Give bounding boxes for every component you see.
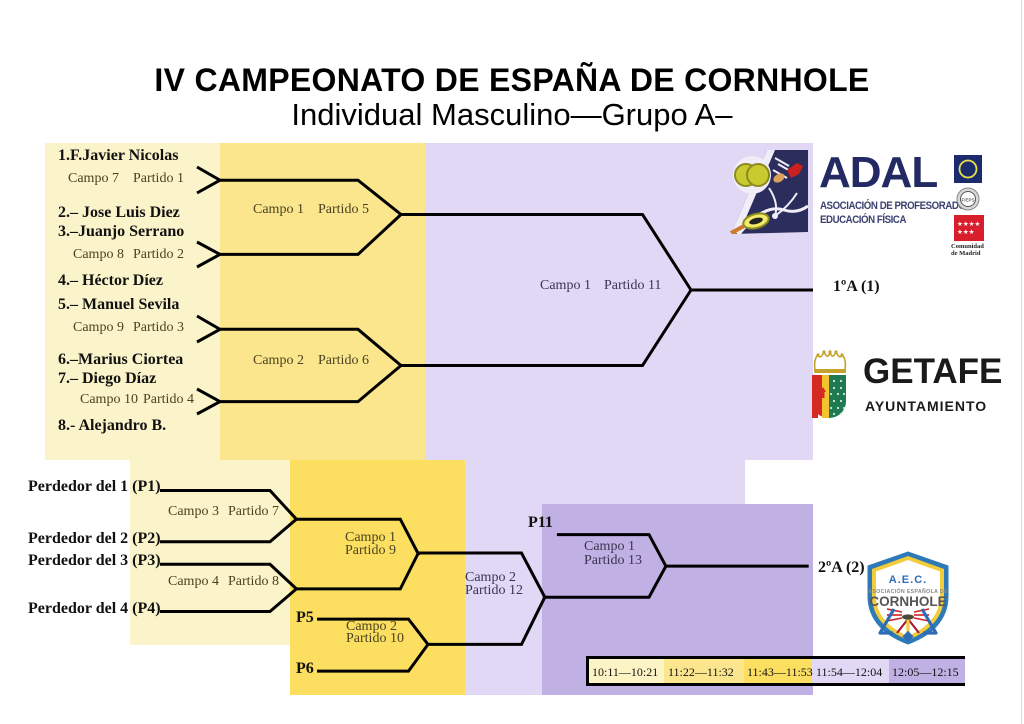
svg-text:A.E.C.: A.E.C. bbox=[889, 574, 927, 586]
svg-text:CORNHOLE: CORNHOLE bbox=[869, 594, 946, 609]
svg-text:FIEPS: FIEPS bbox=[961, 198, 974, 203]
